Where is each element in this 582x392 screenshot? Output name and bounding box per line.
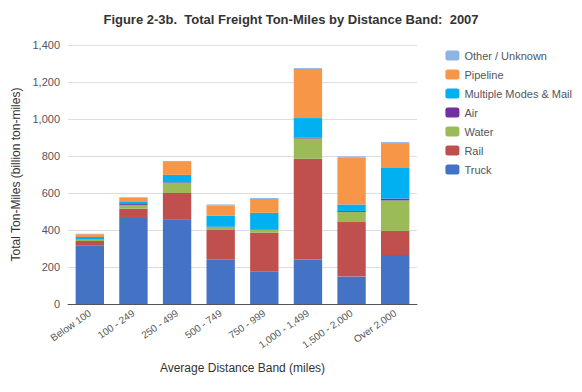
- svg-text:100 - 249: 100 - 249: [96, 307, 137, 341]
- svg-text:Multiple Modes & Mail: Multiple Modes & Mail: [464, 88, 572, 100]
- svg-text:Total Ton-Miles (billion ton-m: Total Ton-Miles (billion ton-miles): [9, 88, 23, 262]
- svg-text:Rail: Rail: [464, 145, 483, 157]
- svg-text:Truck: Truck: [464, 164, 492, 176]
- svg-text:Below 100: Below 100: [48, 307, 93, 343]
- svg-text:750 - 999: 750 - 999: [227, 307, 268, 341]
- svg-text:1,400: 1,400: [32, 39, 60, 51]
- svg-text:Pipeline: Pipeline: [464, 69, 503, 81]
- svg-text:Over 2,000: Over 2,000: [352, 307, 399, 345]
- svg-text:Other / Unknown: Other / Unknown: [464, 50, 547, 62]
- svg-text:500 - 749: 500 - 749: [183, 307, 224, 341]
- svg-text:Water: Water: [464, 126, 493, 138]
- svg-text:200: 200: [42, 261, 60, 273]
- svg-text:0: 0: [54, 298, 60, 310]
- svg-text:400: 400: [42, 224, 60, 236]
- svg-text:250 - 499: 250 - 499: [139, 307, 180, 341]
- svg-text:Air: Air: [464, 107, 478, 119]
- svg-text:1,500 - 2,000: 1,500 - 2,000: [300, 307, 355, 350]
- svg-text:Average Distance Band (miles): Average Distance Band (miles): [160, 361, 325, 375]
- svg-text:800: 800: [42, 150, 60, 162]
- svg-text:600: 600: [42, 187, 60, 199]
- svg-text:Figure 2-3b. Total Freight To: Figure 2-3b. Total Freight Ton-Miles by …: [103, 12, 478, 27]
- svg-text:1,000 - 1,499: 1,000 - 1,499: [256, 307, 312, 351]
- svg-text:1,200: 1,200: [32, 76, 60, 88]
- svg-text:1,000: 1,000: [32, 113, 60, 125]
